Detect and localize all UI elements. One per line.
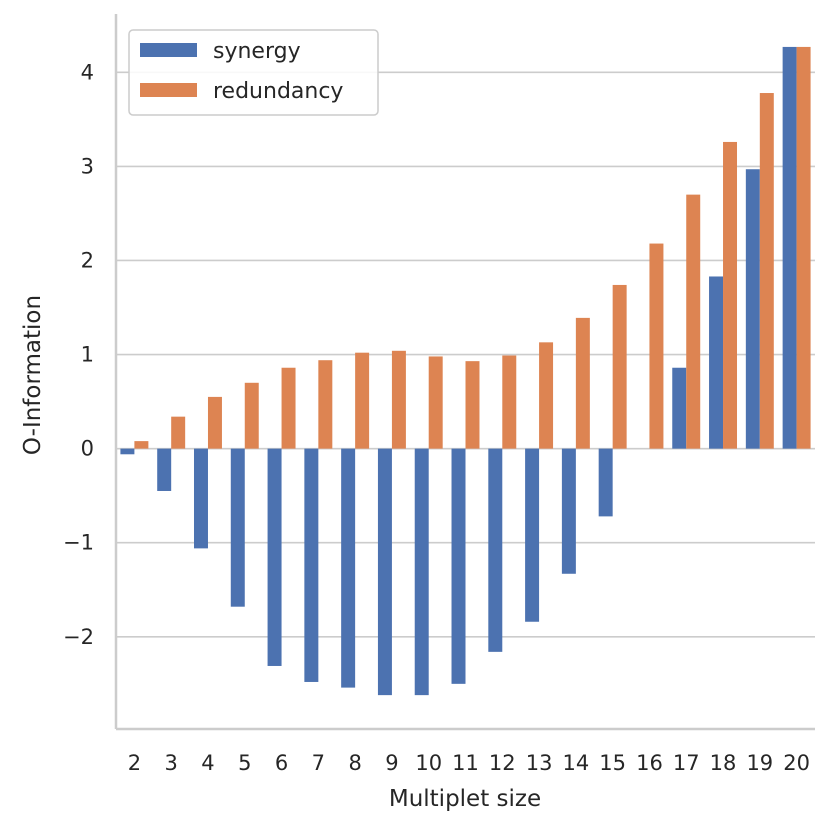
- y-tick-label: 0: [81, 437, 94, 461]
- bar-synergy: [341, 448, 356, 688]
- bar-synergy: [377, 448, 392, 696]
- bars: [120, 46, 811, 696]
- legend: synergy redundancy: [128, 29, 379, 116]
- bar-synergy: [193, 448, 208, 549]
- bar-synergy: [267, 448, 282, 666]
- bar-redundancy: [207, 396, 222, 449]
- bar-synergy: [451, 448, 466, 684]
- x-tick-label: 4: [201, 751, 214, 775]
- x-tick-label: 10: [415, 751, 442, 775]
- x-tick-label: 18: [710, 751, 737, 775]
- bar-redundancy: [686, 194, 701, 449]
- x-tick-label: 6: [275, 751, 288, 775]
- bar-redundancy: [134, 441, 149, 449]
- y-tick-label: 4: [81, 60, 94, 84]
- bar-redundancy: [539, 342, 554, 449]
- legend-swatch-synergy: [140, 43, 197, 57]
- x-tick-label: 14: [563, 751, 590, 775]
- x-tick-label: 19: [746, 751, 773, 775]
- bar-synergy: [120, 448, 135, 455]
- x-tick-label: 11: [452, 751, 479, 775]
- x-tick-label: 5: [238, 751, 251, 775]
- bar-redundancy: [575, 317, 590, 449]
- bar-redundancy: [612, 284, 627, 449]
- bar-redundancy: [318, 360, 333, 449]
- bar-redundancy: [649, 243, 664, 449]
- legend-label-synergy: synergy: [213, 39, 301, 64]
- x-tick-label: 8: [348, 751, 361, 775]
- axes: [114, 14, 815, 731]
- y-tick-label: −2: [63, 625, 94, 649]
- bar-redundancy: [355, 352, 370, 449]
- bar-redundancy: [759, 93, 774, 449]
- x-tick-label: 12: [489, 751, 516, 775]
- bar-synergy: [414, 448, 429, 696]
- x-tick-label: 2: [128, 751, 141, 775]
- bar-synergy: [672, 367, 687, 449]
- legend-label-redundancy: redundancy: [213, 79, 343, 104]
- y-ticks: −2 −1 0 1 2 3 4: [63, 60, 94, 648]
- y-axis-label: O-Information: [20, 295, 46, 455]
- y-tick-label: 3: [81, 154, 94, 178]
- y-tick-label: −1: [63, 531, 94, 555]
- x-tick-label: 20: [783, 751, 810, 775]
- bar-synergy: [561, 448, 576, 574]
- x-tick-label: 15: [599, 751, 626, 775]
- x-tick-label: 7: [312, 751, 325, 775]
- bar-synergy: [598, 448, 613, 517]
- bar-redundancy: [796, 46, 811, 449]
- legend-swatch-redundancy: [140, 83, 197, 97]
- bar-synergy: [157, 448, 172, 491]
- x-tick-label: 16: [636, 751, 663, 775]
- bar-synergy: [745, 169, 760, 449]
- bar-redundancy: [465, 361, 480, 449]
- x-tick-label: 3: [164, 751, 177, 775]
- bar-redundancy: [281, 367, 296, 449]
- bar-redundancy: [428, 356, 443, 449]
- bar-redundancy: [502, 355, 517, 449]
- bar-synergy: [488, 448, 503, 652]
- y-tick-label: 1: [81, 343, 94, 367]
- bar-redundancy: [391, 350, 406, 449]
- x-tick-label: 17: [673, 751, 700, 775]
- bar-synergy: [709, 276, 724, 449]
- bar-synergy: [304, 448, 319, 682]
- bar-synergy: [782, 46, 797, 449]
- x-axis-label: Multiplet size: [389, 786, 541, 812]
- bar-redundancy: [171, 416, 186, 449]
- bar-synergy: [230, 448, 245, 607]
- y-tick-label: 2: [81, 248, 94, 272]
- bar-synergy: [525, 448, 540, 622]
- x-ticks: 2 3 4 5 6 7 8 9 10 11 12 13 14 15 16 17 18 19 20: [128, 751, 810, 775]
- bar-redundancy: [723, 141, 738, 449]
- x-tick-label: 13: [526, 751, 553, 775]
- x-tick-label: 9: [385, 751, 398, 775]
- bar-redundancy: [244, 382, 259, 449]
